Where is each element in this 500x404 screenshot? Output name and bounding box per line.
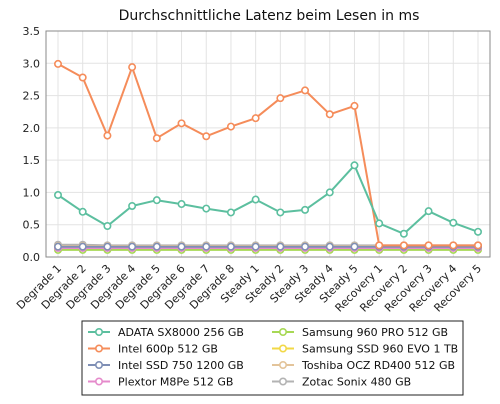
legend-label: ADATA SX8000 256 GB (118, 326, 244, 339)
data-point (399, 229, 408, 238)
data-point (103, 222, 112, 231)
series-1 (53, 59, 482, 250)
y-tick-label: 3.5 (23, 25, 41, 38)
data-point (251, 195, 260, 204)
data-point (202, 204, 211, 213)
data-point (375, 219, 384, 228)
data-point (350, 101, 359, 110)
legend: ADATA SX8000 256 GB Intel 600p 512 GB Inte… (81, 320, 464, 396)
data-point (78, 73, 87, 82)
y-tick-label: 2.0 (23, 122, 41, 135)
data-point (128, 201, 137, 210)
legend-label: Toshiba OCZ RD400 512 GB (301, 359, 455, 372)
data-point (325, 110, 334, 119)
series-line (57, 63, 478, 247)
legend-swatch-marker (278, 377, 287, 386)
data-point (177, 200, 186, 209)
plot-frame (45, 30, 491, 258)
data-point (202, 132, 211, 141)
y-tick-label: 1.5 (23, 154, 41, 167)
data-point (399, 241, 408, 250)
series-0 (53, 161, 482, 238)
data-point (276, 242, 285, 251)
series-layer (53, 59, 482, 254)
data-point (350, 161, 359, 170)
legend-label: Plextor M8Pe 512 GB (118, 376, 233, 389)
data-point (375, 241, 384, 250)
legend-swatch-marker (95, 327, 104, 336)
legend-swatch-marker (278, 360, 287, 369)
legend-label: Intel SSD 750 1200 GB (118, 359, 244, 372)
data-point (53, 242, 62, 251)
legend-entry: ADATA SX8000 256 GB (88, 326, 244, 339)
y-tick-label: 0.5 (23, 219, 41, 232)
data-point (473, 227, 482, 236)
data-point (177, 119, 186, 128)
data-point (128, 242, 137, 251)
legend-swatch-marker (278, 344, 287, 353)
data-point (202, 242, 211, 251)
y-tick-label: 0.0 (23, 251, 41, 264)
data-point (301, 205, 310, 214)
legend-entry: Samsung 960 PRO 512 GB (272, 326, 448, 339)
data-point (226, 242, 235, 251)
y-tick-label: 2.5 (23, 90, 41, 103)
legend-entry: Intel SSD 750 1200 GB (88, 359, 244, 372)
data-point (226, 208, 235, 217)
data-point (251, 242, 260, 251)
data-point (449, 218, 458, 227)
data-point (449, 241, 458, 250)
legend-label: Zotac Sonix 480 GB (302, 376, 411, 389)
data-point (78, 207, 87, 216)
legend-label: Samsung SSD 960 EVO 1 TB (302, 343, 458, 356)
legend-swatch-marker (278, 327, 287, 336)
data-point (177, 242, 186, 251)
data-point (424, 207, 433, 216)
data-point (103, 242, 112, 251)
y-tick-label: 1.0 (23, 186, 41, 199)
data-point (152, 196, 161, 205)
data-point (325, 242, 334, 251)
legend-entry: Intel 600p 512 GB (88, 343, 218, 356)
data-point (276, 208, 285, 217)
chart-title: Durchschnittliche Latenz beim Lesen in m… (119, 8, 420, 24)
data-point (128, 63, 137, 72)
legend-entry: Samsung SSD 960 EVO 1 TB (272, 343, 458, 356)
legend-entry: Zotac Sonix 480 GB (272, 376, 411, 389)
data-point (152, 242, 161, 251)
data-point (152, 134, 161, 143)
legend-box (81, 320, 464, 396)
data-point (53, 59, 62, 68)
data-point (301, 86, 310, 95)
data-point (301, 242, 310, 251)
data-point (276, 94, 285, 103)
grid-layer (46, 30, 490, 258)
data-point (53, 191, 62, 200)
series-line (57, 164, 479, 235)
data-point (325, 188, 334, 197)
data-point (350, 242, 359, 251)
legend-entry: Toshiba OCZ RD400 512 GB (272, 359, 455, 372)
data-point (251, 114, 260, 123)
legend-label: Intel 600p 512 GB (118, 343, 218, 356)
data-point (424, 241, 433, 250)
legend-entry: Plextor M8Pe 512 GB (88, 376, 233, 389)
legend-swatch-marker (95, 344, 104, 353)
legend-swatch-marker (95, 360, 104, 369)
legend-swatch-marker (95, 377, 104, 386)
data-point (473, 241, 482, 250)
legend-label: Samsung 960 PRO 512 GB (302, 326, 448, 339)
data-point (103, 131, 112, 140)
y-tick-label: 3.0 (23, 57, 41, 70)
data-point (78, 242, 87, 251)
data-point (226, 122, 235, 131)
